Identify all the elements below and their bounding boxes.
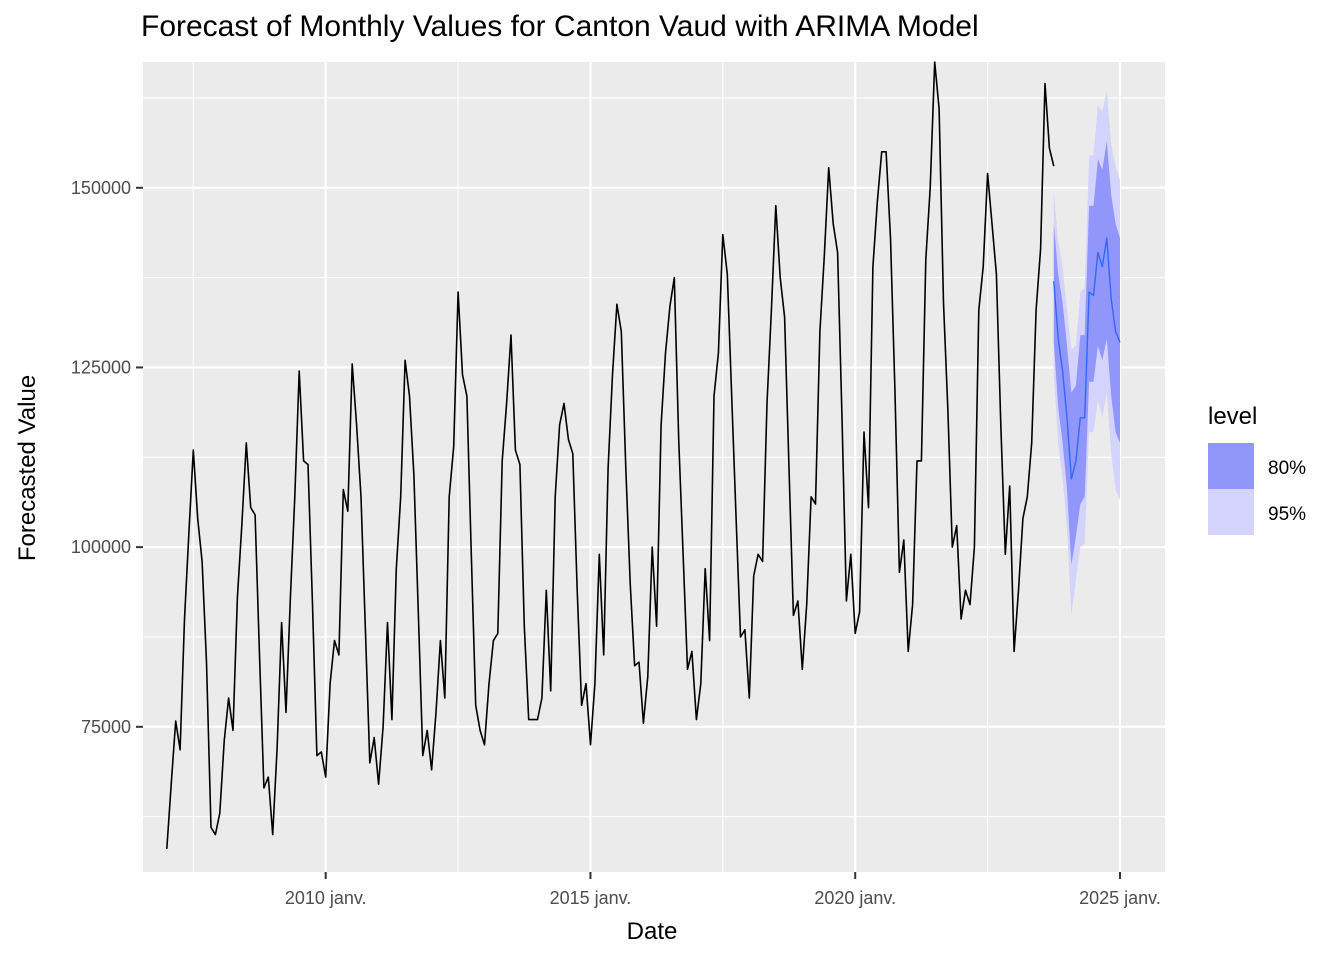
legend-title: level: [1208, 403, 1257, 430]
y-tick-label: 75000: [81, 717, 131, 737]
plot-panel: [143, 62, 1165, 872]
x-tick-label: 2020 janv.: [814, 888, 896, 908]
legend: level 80% 95%: [1208, 403, 1306, 535]
legend-label-95: 95%: [1268, 504, 1306, 525]
axes: 2010 janv. 2015 janv. 2020 janv. 2025 janv.…: [71, 178, 1161, 908]
y-tick-label: 150000: [71, 178, 131, 198]
forecast-line: [1053, 237, 1121, 480]
series-lines: [166, 61, 1121, 850]
x-tick-label: 2010 janv.: [285, 888, 367, 908]
observed-line: [166, 61, 1055, 850]
y-tick-label: 100000: [71, 537, 131, 557]
y-tick-label: 125000: [71, 357, 131, 377]
legend-key-95: [1208, 489, 1254, 535]
legend-key-80: [1208, 443, 1254, 489]
legend-label-80: 80%: [1268, 458, 1306, 479]
x-tick-label: 2015 janv.: [550, 888, 632, 908]
y-axis-title: Forecasted Value: [14, 375, 41, 561]
x-axis-title: Date: [627, 918, 678, 945]
chart-title: Forecast of Monthly Values for Canton Va…: [141, 10, 979, 43]
x-tick-label: 2025 janv.: [1079, 888, 1161, 908]
